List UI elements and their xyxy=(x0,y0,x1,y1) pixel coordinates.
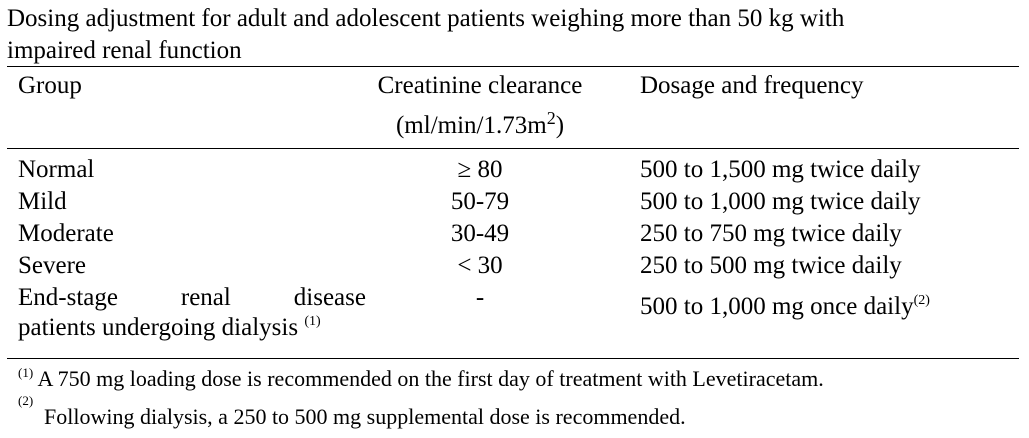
row-group-line-1: End-stage renal disease xyxy=(18,285,366,310)
header-clearance-line-2: (ml/min/1.73m2) xyxy=(350,109,610,139)
row-group-text: patients undergoing dialysis xyxy=(18,314,299,341)
header-dosage: Dosage and frequency xyxy=(640,72,864,99)
row-clearance: ≥ 80 xyxy=(457,156,503,183)
footnote-ref: (2) xyxy=(913,293,930,308)
header-clearance-line-1: Creatinine clearance xyxy=(377,72,583,99)
table-caption-line-2: impaired renal function xyxy=(7,37,242,64)
row-group-word: End-stage xyxy=(18,284,118,311)
table-bottom-rule xyxy=(7,358,1019,359)
table-top-rule xyxy=(7,66,1019,67)
header-rule xyxy=(7,148,1019,149)
header-clearance-close: ) xyxy=(555,112,565,139)
row-dosage: 250 to 750 mg twice daily xyxy=(640,220,902,247)
footnote-marker: (1) xyxy=(18,365,34,380)
row-group-line-2: patients undergoing dialysis (1) xyxy=(18,314,321,341)
header-group: Group xyxy=(18,72,82,99)
footnote-2-marker-line: (2) xyxy=(18,393,34,418)
footnote-text: A 750 mg loading dose is recommended on … xyxy=(33,366,824,391)
footnote-1: (1) A 750 mg loading dose is recommended… xyxy=(18,365,824,391)
row-group-word: disease xyxy=(293,284,366,311)
row-clearance: < 30 xyxy=(457,252,503,279)
row-group-word: renal xyxy=(180,284,231,311)
row-group: Normal xyxy=(18,156,95,183)
header-clearance-unit: (ml/min/1.73m xyxy=(395,112,547,139)
footnote-marker: (2) xyxy=(18,393,34,408)
row-dosage: 500 to 1,500 mg twice daily xyxy=(640,156,921,183)
row-clearance: 30-49 xyxy=(450,220,510,247)
row-dosage: 500 to 1,000 mg once daily(2) xyxy=(640,293,930,320)
footnote-ref: (1) xyxy=(304,314,321,329)
row-clearance: - xyxy=(475,284,485,311)
row-group: Moderate xyxy=(18,220,114,247)
row-group: Severe xyxy=(18,252,87,279)
header-clearance-superscript: 2 xyxy=(546,108,556,128)
footnote-2: Following dialysis, a 250 to 500 mg supp… xyxy=(44,404,686,429)
row-group: Mild xyxy=(18,188,67,215)
row-clearance: 50-79 xyxy=(450,188,510,215)
table-caption-line-1: Dosing adjustment for adult and adolesce… xyxy=(7,5,845,32)
row-dosage: 500 to 1,000 mg twice daily xyxy=(640,188,921,215)
row-dosage: 250 to 500 mg twice daily xyxy=(640,252,902,279)
row-dosage-text: 500 to 1,000 mg once daily xyxy=(640,293,914,320)
